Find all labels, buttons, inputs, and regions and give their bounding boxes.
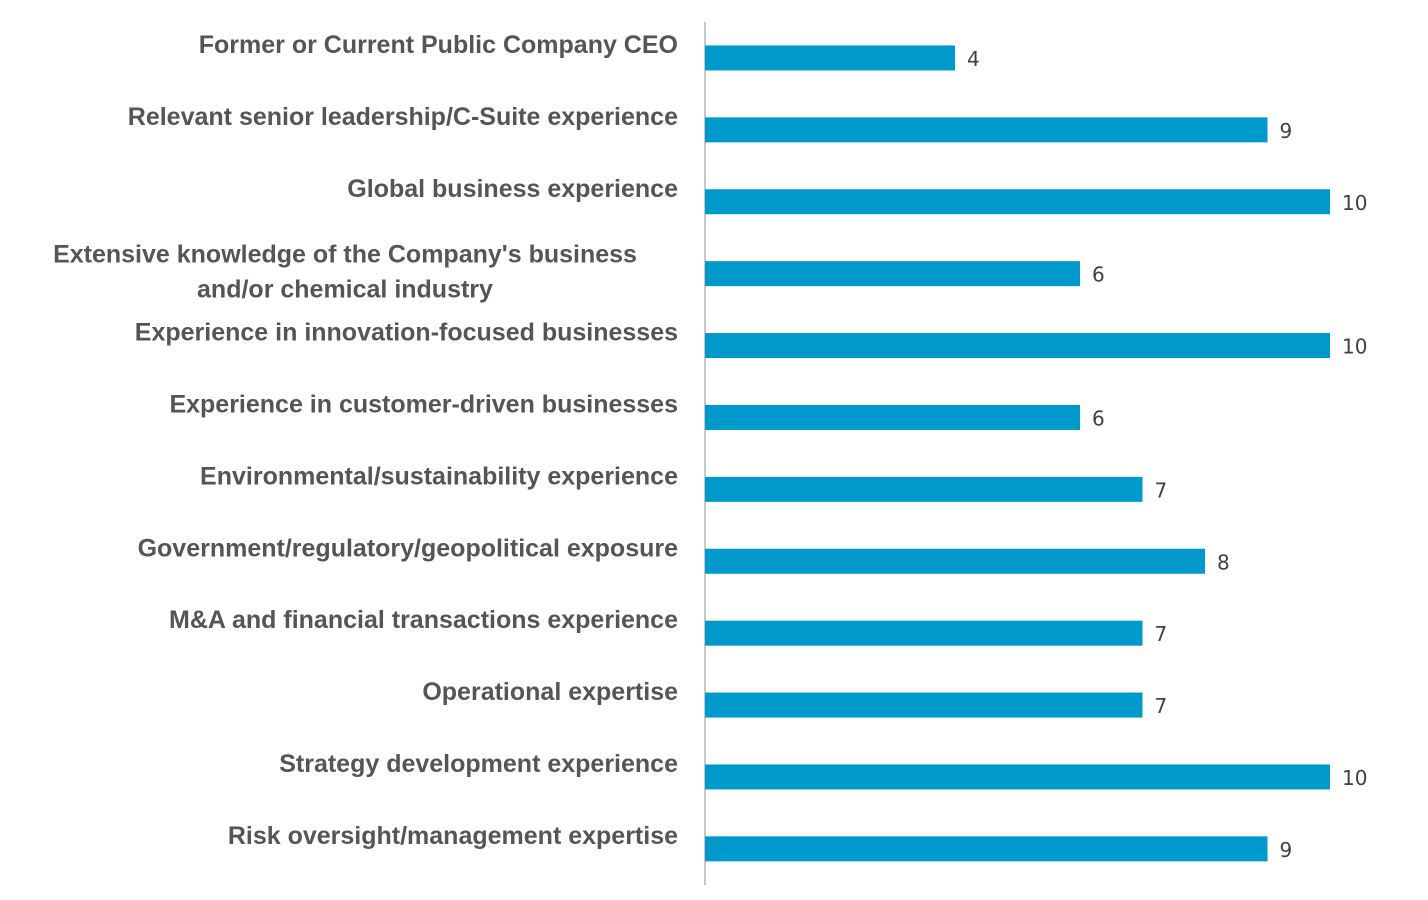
bar-9 (705, 692, 1143, 718)
value-label-4: 10 (1342, 335, 1367, 359)
bar-6 (705, 476, 1143, 502)
bars-group (705, 45, 1330, 862)
value-labels-group: 4 9 10 6 10 6 7 8 7 7 10 9 (967, 47, 1367, 862)
category-label-3-line-1: and/or chemical industry (197, 276, 493, 304)
bar-2 (705, 189, 1330, 215)
bar-8 (705, 620, 1143, 646)
category-label-3-line-0: Extensive knowledge of the Company's bus… (53, 241, 637, 269)
category-label-2: Global business experience (347, 175, 678, 203)
bar-10 (705, 764, 1330, 790)
value-label-2: 10 (1342, 191, 1367, 215)
bar-3 (705, 261, 1080, 287)
bar-0 (705, 45, 955, 71)
value-label-9: 7 (1155, 694, 1168, 718)
category-label-0: Former or Current Public Company CEO (199, 31, 678, 59)
category-label-7: Government/regulatory/geopolitical expos… (138, 534, 679, 562)
value-label-6: 7 (1155, 478, 1168, 502)
category-label-9: Operational expertise (422, 678, 678, 706)
value-label-0: 4 (967, 47, 980, 71)
value-label-8: 7 (1155, 622, 1168, 646)
category-label-3: Extensive knowledge of the Company's bus… (53, 241, 637, 304)
category-label-4: Experience in innovation-focused busines… (135, 319, 678, 347)
category-labels-group: Former or Current Public Company CEO Rele… (53, 31, 678, 850)
category-label-6: Environmental/sustainability experience (200, 462, 678, 490)
value-label-3: 6 (1092, 263, 1105, 287)
category-label-10: Strategy development experience (279, 750, 678, 778)
category-label-5: Experience in customer-driven businesses (169, 390, 678, 418)
value-label-11: 9 (1280, 838, 1293, 862)
value-label-10: 10 (1342, 766, 1367, 790)
bar-4 (705, 333, 1330, 359)
value-label-5: 6 (1092, 406, 1105, 430)
bar-7 (705, 548, 1205, 574)
value-label-1: 9 (1280, 119, 1293, 143)
bar-11 (705, 836, 1268, 862)
bar-5 (705, 404, 1080, 430)
category-label-8: M&A and financial transactions experienc… (169, 606, 678, 634)
value-label-7: 8 (1217, 550, 1230, 574)
bar-1 (705, 117, 1268, 143)
category-label-11: Risk oversight/management expertise (228, 822, 678, 850)
category-label-1: Relevant senior leadership/C-Suite exper… (128, 103, 678, 131)
